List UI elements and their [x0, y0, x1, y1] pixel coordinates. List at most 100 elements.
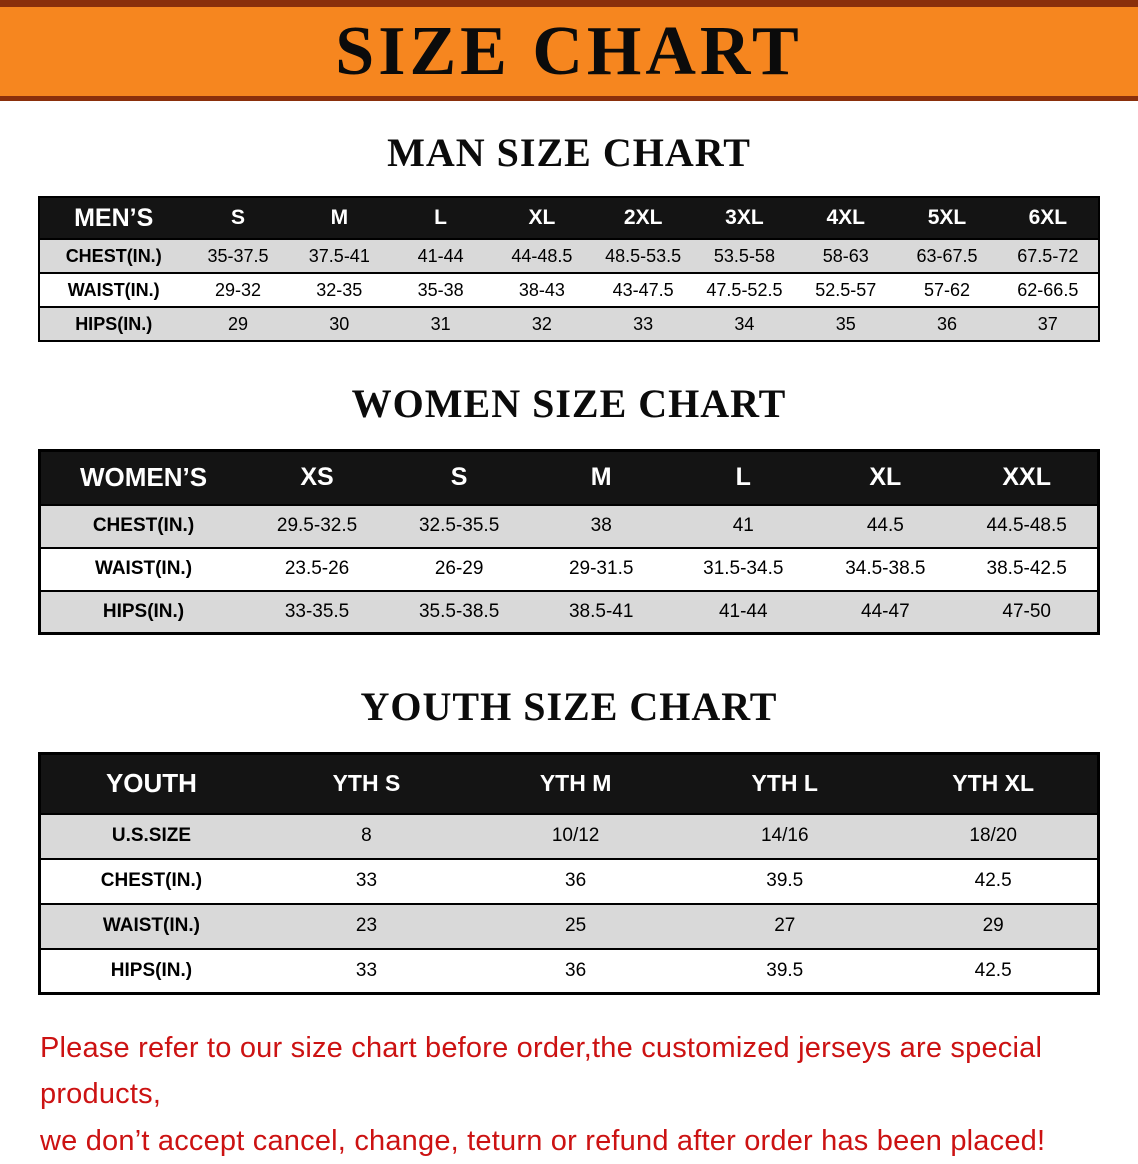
men-size-header-cell: L	[434, 206, 447, 229]
youth-value-cell: 33	[261, 857, 472, 904]
youth-table-header-row: YOUTH YTH S YTH M YTH L YTH XL	[39, 753, 1099, 814]
men-value-cell: 62-66.5	[997, 272, 1099, 307]
size-chart-sections: MAN SIZE CHART MEN’S S M L XL 2XL 3XL 4XL 5XL 6XL C…	[0, 129, 1138, 995]
women-table-row: WAIST(IN.) 23.5-26 26-29 29-31.5 31.5-34.5 34…	[39, 546, 1099, 591]
men-value-cell: 29	[187, 306, 289, 341]
women-row-label-cell: CHEST(IN.)	[39, 503, 246, 548]
women-value-cell: 41	[672, 503, 815, 548]
youth-row-label-cell: U.S.SIZE	[39, 812, 262, 859]
men-table-header-row: MEN’S S M L XL 2XL 3XL 4XL 5XL 6XL	[39, 197, 1099, 239]
youth-value-cell: 27	[680, 902, 890, 949]
men-value-cell: 38-43	[491, 272, 593, 307]
men-size-header-cell: M	[330, 206, 349, 229]
women-section-heading: WOMEN SIZE CHART	[351, 381, 787, 426]
banner: SIZE CHART	[0, 0, 1138, 101]
men-value-cell: 32-35	[288, 272, 390, 307]
women-value-cell: 32.5-35.5	[388, 503, 531, 548]
men-size-header-cell: 5XL	[927, 206, 967, 229]
youth-size-header-cell: YTH S	[332, 770, 401, 797]
youth-value-cell: 23	[261, 902, 472, 949]
men-value-cell: 33	[592, 306, 694, 341]
women-size-header-cell: S	[450, 463, 468, 492]
youth-value-cell: 25	[471, 902, 681, 949]
youth-value-cell: 8	[261, 812, 472, 859]
men-value-cell: 57-62	[896, 272, 998, 307]
notice-line-1: Please refer to our size chart before or…	[40, 1032, 1043, 1111]
youth-size-section: YOUTH SIZE CHART YOUTH YTH S YTH M YTH L YTH …	[38, 683, 1100, 995]
men-value-cell: 32	[491, 306, 593, 341]
women-row-label-cell: HIPS(IN.)	[39, 589, 246, 634]
women-value-cell: 44-47	[814, 589, 957, 634]
men-row-label-cell: WAIST(IN.)	[39, 272, 188, 307]
youth-value-cell: 36	[471, 947, 681, 994]
footer-notice: Please refer to our size chart before or…	[40, 1025, 1138, 1164]
youth-value-cell: 10/12	[471, 812, 681, 859]
youth-table-title-cell: YOUTH	[105, 768, 197, 799]
youth-value-cell: 39.5	[680, 857, 890, 904]
men-size-header-cell: S	[231, 206, 246, 229]
men-value-cell: 35-37.5	[187, 238, 289, 273]
youth-value-cell: 14/16	[680, 812, 890, 859]
women-table-title-cell: WOMEN’S	[79, 462, 208, 493]
youth-size-table: YOUTH YTH S YTH M YTH L YTH XL U.S.SIZE 8 10/12…	[38, 752, 1100, 995]
men-size-section: MAN SIZE CHART MEN’S S M L XL 2XL 3XL 4XL 5XL 6XL C…	[38, 129, 1100, 342]
women-value-cell: 38.5-41	[530, 589, 673, 634]
youth-value-cell: 29	[889, 902, 1099, 949]
women-size-table: WOMEN’S XS S M L XL XXL CHEST(IN.) 29.5-32.5 32.5…	[38, 449, 1100, 635]
women-value-cell: 41-44	[672, 589, 815, 634]
men-value-cell: 67.5-72	[997, 238, 1099, 273]
men-value-cell: 30	[288, 306, 390, 341]
youth-value-cell: 33	[261, 947, 472, 994]
women-size-section: WOMEN SIZE CHART WOMEN’S XS S M L XL XXL CHEST(I…	[38, 380, 1100, 635]
women-size-header-cell: XS	[300, 463, 334, 492]
men-size-header-cell: 2XL	[623, 206, 663, 229]
men-value-cell: 35	[795, 306, 897, 341]
men-value-cell: 31	[389, 306, 492, 341]
women-value-cell: 29.5-32.5	[246, 503, 389, 548]
men-value-cell: 37.5-41	[288, 238, 390, 273]
men-size-header-cell: XL	[528, 206, 556, 229]
men-size-header-cell: 6XL	[1028, 206, 1068, 229]
women-value-cell: 38	[530, 503, 673, 548]
women-table-row: CHEST(IN.) 29.5-32.5 32.5-35.5 38 41 44.5 44.5…	[39, 503, 1099, 548]
men-value-cell: 47.5-52.5	[693, 272, 796, 307]
men-section-heading: MAN SIZE CHART	[387, 130, 751, 175]
men-value-cell: 44-48.5	[491, 238, 593, 273]
men-row-label-cell: HIPS(IN.)	[39, 306, 188, 341]
men-value-cell: 29-32	[187, 272, 289, 307]
men-value-cell: 63-67.5	[896, 238, 998, 273]
youth-row-label-cell: WAIST(IN.)	[39, 902, 262, 949]
notice-line-2: we don’t accept cancel, change, teturn o…	[40, 1124, 1046, 1157]
men-value-cell: 43-47.5	[592, 272, 694, 307]
men-value-cell: 41-44	[389, 238, 492, 273]
youth-size-header-cell: YTH L	[751, 770, 818, 797]
youth-section-heading: YOUTH SIZE CHART	[360, 684, 778, 729]
women-table-row: HIPS(IN.) 33-35.5 35.5-38.5 38.5-41 41-44 44-…	[39, 589, 1099, 634]
youth-row-label-cell: HIPS(IN.)	[39, 947, 262, 994]
men-value-cell: 52.5-57	[795, 272, 897, 307]
youth-table-row: CHEST(IN.) 33 36 39.5 42.5	[39, 857, 1099, 904]
youth-value-cell: 42.5	[889, 947, 1099, 994]
youth-value-cell: 18/20	[889, 812, 1099, 859]
men-value-cell: 58-63	[795, 238, 897, 273]
men-size-header-cell: 4XL	[826, 206, 865, 229]
youth-table-row: HIPS(IN.) 33 36 39.5 42.5	[39, 947, 1099, 994]
women-row-label-cell: WAIST(IN.)	[39, 546, 246, 591]
men-value-cell: 37	[997, 306, 1099, 341]
women-value-cell: 35.5-38.5	[388, 589, 531, 634]
women-table-header-row: WOMEN’S XS S M L XL XXL	[39, 450, 1099, 505]
men-value-cell: 34	[693, 306, 796, 341]
women-value-cell: 34.5-38.5	[814, 546, 957, 591]
women-value-cell: 29-31.5	[530, 546, 673, 591]
men-value-cell: 36	[896, 306, 998, 341]
youth-table-row: WAIST(IN.) 23 25 27 29	[39, 902, 1099, 949]
men-table-row: HIPS(IN.) 29 30 31 32 33 34 35 36 37	[39, 306, 1099, 341]
women-value-cell: 47-50	[956, 589, 1099, 634]
men-row-label-cell: CHEST(IN.)	[39, 238, 188, 273]
men-value-cell: 53.5-58	[693, 238, 796, 273]
men-table-title-cell: MEN’S	[74, 203, 154, 232]
youth-table-row: U.S.SIZE 8 10/12 14/16 18/20	[39, 812, 1099, 859]
women-value-cell: 38.5-42.5	[956, 546, 1099, 591]
women-value-cell: 23.5-26	[246, 546, 389, 591]
